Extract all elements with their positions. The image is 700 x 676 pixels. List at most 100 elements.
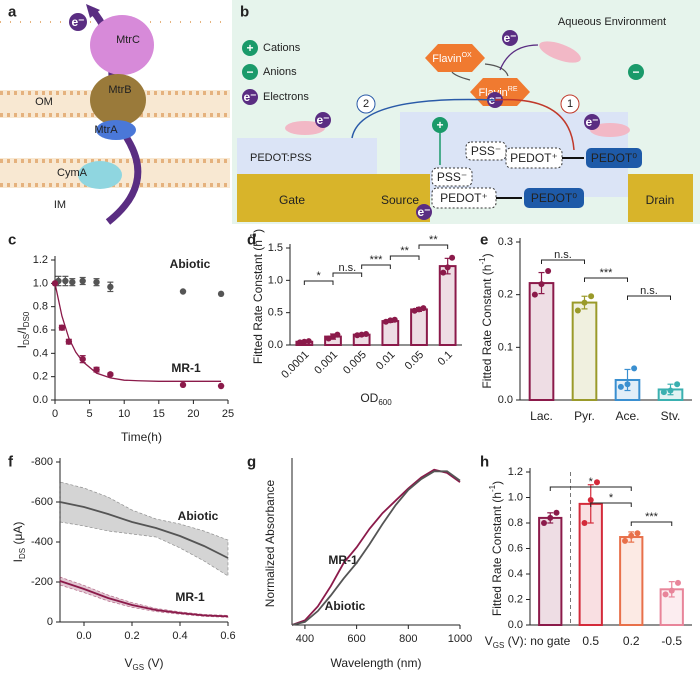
point	[217, 382, 225, 390]
error-band	[59, 576, 229, 618]
cation-icon	[242, 40, 258, 56]
pathway-marker	[560, 94, 580, 114]
replicate-point	[538, 281, 545, 288]
replicate-point	[628, 532, 635, 539]
replicate-point	[444, 264, 451, 271]
replicate-point	[531, 291, 538, 298]
error-band	[59, 481, 229, 577]
minus-symbol: −	[632, 65, 639, 79]
y-tick-label: 1.0	[268, 274, 283, 286]
anion-icon	[628, 64, 644, 80]
label-part: OD	[360, 391, 378, 405]
replicate-point	[553, 509, 560, 516]
gate-material: PEDOT:PSS	[250, 152, 312, 164]
panel-letter: g	[247, 454, 256, 471]
significance-bracket	[418, 244, 449, 249]
flavin-ox-label: FlavinOX	[432, 52, 472, 66]
replicate-point	[622, 537, 629, 544]
series-label: MR-1	[171, 361, 201, 375]
line	[59, 501, 229, 559]
x-tick-label: 0.01	[374, 349, 398, 373]
y-tick-label: 0.6	[508, 543, 523, 555]
replicate-point	[296, 339, 303, 346]
label-part: V	[485, 634, 493, 648]
legend-label: Anions	[263, 66, 297, 78]
label-part: )	[490, 481, 504, 485]
y-tick-label: -600	[31, 496, 53, 508]
label-part: (V)	[144, 656, 163, 670]
significance-label: n.s.	[338, 262, 356, 274]
label-part: )	[251, 229, 265, 233]
ox: OX	[462, 52, 472, 59]
y-tick-label: 0.4	[33, 347, 48, 359]
mtrc	[90, 15, 154, 75]
series-label: Abiotic	[170, 257, 211, 271]
electron-symbol: e⁻	[503, 31, 516, 45]
y-tick-label: 0.8	[33, 301, 48, 313]
protein-label: MtrA	[94, 124, 118, 136]
replicate-point	[305, 338, 312, 345]
pedot-box	[431, 187, 497, 209]
electrode-label: Gate	[279, 193, 305, 207]
y-axis-label: Fitted Rate Constant (h-1)	[488, 481, 505, 616]
replicate-point	[547, 514, 554, 521]
panel-letter: h	[480, 454, 489, 471]
flavin: Flavin	[432, 53, 461, 65]
y-tick-label: 0.0	[498, 394, 513, 406]
label-part: -1	[249, 232, 258, 240]
replicate-point	[387, 317, 394, 324]
series-label: Abiotic	[325, 599, 366, 613]
legend-label: Cations	[263, 42, 301, 54]
bacterium	[539, 41, 581, 63]
electron-symbol: e⁻	[585, 115, 598, 129]
cation-icon	[432, 117, 448, 133]
x-tick-label: 0.1	[436, 349, 455, 368]
electrode-label: Source	[381, 193, 419, 207]
electron-icon	[315, 112, 331, 128]
line	[291, 468, 461, 626]
replicate-point	[541, 520, 548, 526]
significance-bracket	[627, 295, 671, 300]
x-tick-label: 15	[153, 408, 165, 420]
panel-letter: e	[480, 232, 488, 249]
replicate-point	[545, 267, 552, 274]
panel-b: b Aqueous Environment + − e⁻ Cations Ani…	[232, 0, 700, 224]
panel-letter: a	[8, 4, 17, 21]
x-tick-label: 800	[399, 633, 417, 645]
significance-label: ***	[645, 511, 659, 523]
x-tick-label: no gate	[530, 634, 570, 648]
y-tick-label: 0.8	[508, 517, 523, 529]
x-tick-label: 25	[222, 408, 234, 420]
replicate-point	[588, 293, 595, 300]
point	[179, 288, 187, 295]
x-axis-label: VGS (V)	[125, 656, 164, 672]
electron-icon	[69, 13, 87, 31]
pathway-label: 1	[567, 98, 573, 110]
significance-label: *	[609, 492, 614, 504]
pedot-plus-label: PEDOT⁺	[510, 151, 558, 165]
replicate-point	[662, 591, 669, 598]
electron-symbol: e⁻	[243, 90, 256, 104]
y-tick-label: 1.2	[508, 466, 523, 478]
significance-label: ***	[600, 267, 614, 279]
point	[107, 371, 114, 378]
y-tick-label: 0	[47, 616, 53, 628]
x-tick-label: 5	[87, 408, 93, 420]
replicate-point	[440, 269, 447, 276]
label-part: Fitted Rate Constant (h	[480, 265, 494, 389]
significance-label: *	[589, 476, 594, 488]
point	[179, 381, 187, 389]
x-axis-label: Wavelength (nm)	[331, 656, 422, 670]
x-axis-label: Time(h)	[121, 430, 162, 444]
y-tick-label: 0.6	[33, 324, 48, 336]
y-axis-label: IDS/IDS0	[15, 311, 31, 348]
replicate-point	[334, 331, 341, 338]
label-part: I	[11, 559, 25, 562]
label-part: GS	[133, 663, 145, 672]
bar	[619, 536, 644, 627]
membrane-label: IM	[54, 199, 66, 211]
pathway-2	[351, 98, 496, 139]
bar	[538, 516, 563, 627]
series-label: Abiotic	[178, 509, 219, 523]
replicate-point	[358, 331, 365, 338]
